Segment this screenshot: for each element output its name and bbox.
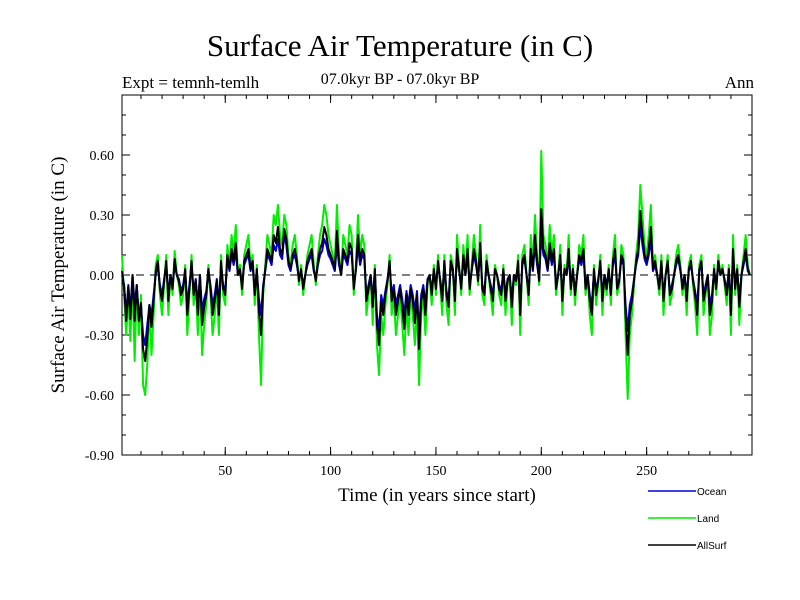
x-tick-label: 250: [636, 464, 657, 479]
series-layer: [121, 150, 751, 400]
legend-label-ocean: Ocean: [697, 487, 726, 498]
y-tick-label: -0.90: [85, 449, 114, 464]
x-tick-label: 150: [425, 464, 446, 479]
legend-label-allsurf: AllSurf: [697, 541, 727, 552]
legend: Ocean Land AllSurf: [648, 487, 727, 552]
axis-ticks: 0.60 0.30 0.00 -0.30 -0.60 -0.90 50 100 150 200 25…: [85, 94, 752, 479]
x-tick-label: 100: [320, 464, 341, 479]
annual-label: Ann: [724, 73, 754, 92]
chart-subtitle: 07.0kyr BP - 07.0kyr BP: [320, 71, 480, 88]
y-tick-label: -0.60: [85, 389, 114, 404]
x-tick-label: 50: [218, 464, 232, 479]
series-line-allsurf: [121, 208, 751, 362]
y-axis-label: Surface Air Temperature (in C): [48, 157, 69, 394]
plot-area: 0.60 0.30 0.00 -0.30 -0.60 -0.90 50 100 150 200 25…: [85, 94, 753, 479]
y-tick-label: 0.30: [90, 209, 115, 224]
x-tick-label: 200: [531, 464, 552, 479]
x-axis-label: Time (in years since start): [338, 485, 536, 506]
chart-title: Surface Air Temperature (in C): [206, 28, 594, 63]
y-tick-label: -0.30: [85, 329, 114, 344]
experiment-label: Expt = temnh-temlh: [122, 73, 260, 92]
y-tick-label: 0.60: [90, 149, 115, 164]
legend-label-land: Land: [697, 514, 719, 525]
y-tick-label: 0.00: [90, 269, 115, 284]
